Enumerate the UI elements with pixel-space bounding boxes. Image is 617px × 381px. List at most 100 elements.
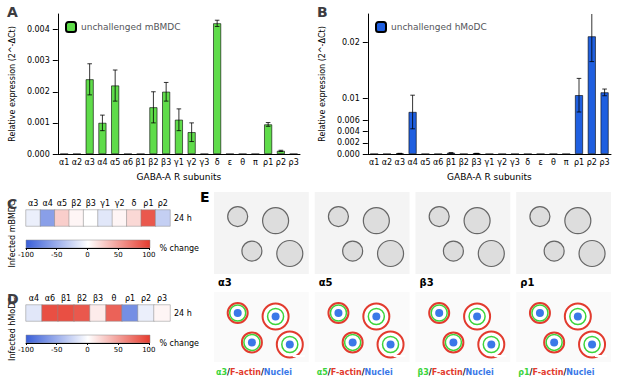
svg-text:γ1: γ1: [484, 158, 494, 167]
svg-text:α2: α2: [382, 158, 392, 167]
svg-text:θ: θ: [240, 158, 245, 167]
svg-text:-50: -50: [51, 251, 62, 259]
svg-text:α1: α1: [369, 158, 379, 167]
svg-text:100: 100: [142, 251, 155, 259]
svg-text:α4: α4: [407, 158, 417, 167]
svg-text:δ: δ: [132, 199, 137, 208]
svg-text:α3: α3: [218, 277, 232, 288]
svg-text:α3: α3: [28, 199, 38, 208]
svg-text:γ2: γ2: [187, 158, 197, 167]
svg-text:β2: β2: [148, 158, 158, 167]
svg-text:0.002: 0.002: [337, 138, 360, 147]
svg-text:ρ2: ρ2: [587, 158, 597, 167]
svg-text:α3: α3: [84, 158, 94, 167]
svg-text:α5: α5: [319, 277, 333, 288]
svg-text:α5: α5: [110, 158, 120, 167]
svg-text:% change: % change: [159, 339, 199, 348]
svg-text:α3: α3: [395, 158, 405, 167]
svg-text:24 h: 24 h: [174, 309, 192, 318]
svg-text:ρ1: ρ1: [125, 294, 135, 303]
svg-text:50: 50: [114, 251, 123, 259]
svg-text:γ1: γ1: [174, 158, 184, 167]
svg-text:ρ1/F-actin/Nuclei: ρ1/F-actin/Nuclei: [518, 368, 594, 377]
svg-text:0.004: 0.004: [27, 25, 50, 34]
svg-text:β3: β3: [86, 199, 96, 208]
svg-text:ρ3: ρ3: [289, 158, 299, 167]
svg-text:β3: β3: [161, 158, 171, 167]
svg-text:α4: α4: [42, 199, 52, 208]
svg-text:ρ3: ρ3: [157, 294, 167, 303]
svg-text:B: B: [317, 4, 328, 20]
svg-text:θ: θ: [112, 294, 117, 303]
svg-text:100: 100: [142, 346, 155, 354]
svg-text:γ3: γ3: [510, 158, 520, 167]
svg-text:-100: -100: [18, 251, 34, 259]
svg-text:E: E: [200, 190, 210, 205]
svg-text:α6: α6: [45, 294, 55, 303]
svg-text:α2: α2: [72, 158, 82, 167]
svg-text:γ3: γ3: [199, 158, 209, 167]
svg-text:0.02: 0.02: [342, 38, 360, 47]
svg-text:ρ2: ρ2: [276, 158, 286, 167]
svg-text:β1: β1: [61, 294, 71, 303]
svg-text:α5: α5: [57, 199, 67, 208]
svg-text:Relative expression (2^-ΔCt): Relative expression (2^-ΔCt): [318, 26, 327, 142]
svg-text:β2: β2: [459, 158, 469, 167]
svg-text:0.001: 0.001: [27, 118, 50, 127]
svg-text:ρ2: ρ2: [158, 199, 168, 208]
svg-text:α5/F-actin/Nuclei: α5/F-actin/Nuclei: [317, 368, 393, 377]
svg-text:β2: β2: [77, 294, 87, 303]
svg-text:β2: β2: [71, 199, 81, 208]
svg-text:β1: β1: [446, 158, 456, 167]
svg-text:GABA-A R subunits: GABA-A R subunits: [137, 172, 222, 182]
svg-text:ρ3: ρ3: [600, 158, 610, 167]
svg-text:unchallenged hMoDC: unchallenged hMoDC: [391, 22, 487, 32]
svg-text:β1: β1: [136, 158, 146, 167]
svg-text:δ: δ: [525, 158, 530, 167]
svg-text:-100: -100: [18, 346, 34, 354]
svg-text:0.002: 0.002: [27, 87, 50, 96]
svg-text:α6: α6: [433, 158, 443, 167]
svg-text:ρ2: ρ2: [141, 294, 151, 303]
svg-text:-50: -50: [51, 346, 62, 354]
svg-text:D: D: [7, 291, 19, 307]
svg-text:γ2: γ2: [115, 199, 125, 208]
svg-text:β3: β3: [93, 294, 103, 303]
svg-text:π: π: [564, 158, 569, 167]
svg-text:0.004: 0.004: [337, 127, 360, 136]
svg-text:α4: α4: [97, 158, 107, 167]
svg-text:α4: α4: [29, 294, 39, 303]
svg-text:ε: ε: [228, 158, 232, 167]
svg-text:24 h: 24 h: [174, 214, 192, 223]
svg-text:0: 0: [85, 346, 89, 354]
svg-text:γ1: γ1: [100, 199, 110, 208]
svg-text:C: C: [7, 196, 17, 212]
svg-text:α1: α1: [59, 158, 69, 167]
svg-text:unchallenged mBMDC: unchallenged mBMDC: [81, 22, 181, 32]
svg-text:0.000: 0.000: [337, 150, 360, 159]
svg-text:β3: β3: [420, 277, 434, 288]
svg-text:0.003: 0.003: [27, 56, 50, 65]
svg-text:α3/F-actin/Nuclei: α3/F-actin/Nuclei: [216, 368, 292, 377]
svg-text:ε: ε: [538, 158, 542, 167]
svg-text:0.01: 0.01: [342, 94, 360, 103]
svg-text:π: π: [253, 158, 258, 167]
svg-text:γ2: γ2: [497, 158, 507, 167]
svg-text:0.000: 0.000: [27, 150, 50, 159]
svg-text:0.006: 0.006: [337, 116, 360, 125]
svg-text:ρ1: ρ1: [574, 158, 584, 167]
svg-text:α5: α5: [420, 158, 430, 167]
svg-text:ρ1: ρ1: [520, 277, 534, 288]
svg-text:50: 50: [114, 346, 123, 354]
svg-text:β3: β3: [471, 158, 481, 167]
svg-text:α6: α6: [123, 158, 133, 167]
svg-text:ρ1: ρ1: [263, 158, 273, 167]
svg-text:ρ1: ρ1: [143, 199, 153, 208]
svg-text:A: A: [7, 4, 18, 20]
svg-text:β3/F-actin/Nuclei: β3/F-actin/Nuclei: [418, 368, 494, 377]
svg-text:Relative expression (2^-ΔCt): Relative expression (2^-ΔCt): [8, 26, 17, 142]
svg-text:% change: % change: [159, 244, 199, 253]
svg-text:GABA-A R subunits: GABA-A R subunits: [447, 172, 532, 182]
svg-text:δ: δ: [215, 158, 220, 167]
svg-text:θ: θ: [551, 158, 556, 167]
